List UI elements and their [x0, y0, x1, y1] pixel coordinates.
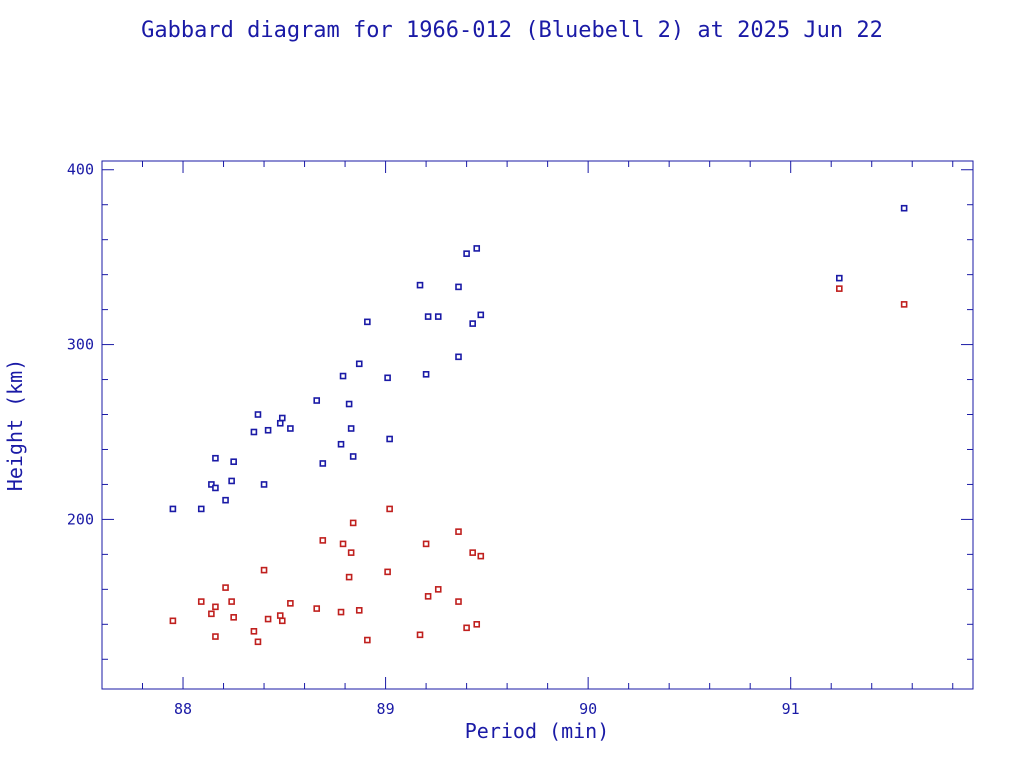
perigee-point	[349, 519, 357, 527]
perigee-point	[319, 537, 327, 544]
perigee-point	[355, 607, 363, 614]
apogee-point	[434, 313, 442, 320]
apogee-point	[212, 484, 219, 492]
perigee-point	[364, 636, 371, 644]
perigee-point	[230, 614, 237, 621]
perigee-point	[386, 505, 393, 513]
apogee-point	[254, 411, 262, 418]
apogee-point	[422, 370, 430, 378]
perigee-point	[416, 631, 424, 639]
perigee-point	[254, 638, 262, 646]
apogee-point	[349, 453, 357, 460]
apogee-point	[345, 400, 353, 408]
apogee-point	[337, 440, 345, 448]
perigee-point	[384, 568, 391, 576]
apogee-point	[212, 454, 219, 462]
perigee-point	[197, 598, 205, 605]
apogee-point	[260, 481, 268, 488]
x-tick-label: 90	[579, 700, 597, 718]
y-axis-label: Height (km)	[3, 359, 27, 491]
perigee-point	[208, 610, 215, 618]
apogee-point	[339, 372, 347, 380]
perigee-point	[345, 573, 353, 581]
perigee-point	[900, 301, 908, 308]
y-tick-label: 200	[67, 510, 94, 528]
perigee-point	[836, 285, 843, 292]
apogee-point	[278, 414, 286, 422]
apogee-point	[469, 320, 476, 327]
perigee-point	[473, 621, 481, 628]
perigee-point	[313, 605, 321, 612]
apogee-point	[900, 204, 908, 212]
perigee-point	[222, 584, 229, 591]
apogee-point	[473, 245, 481, 252]
apogee-point	[276, 419, 284, 427]
tick-labels: 88 89 90 91 200 300 400	[67, 161, 800, 718]
apogee-point	[384, 374, 391, 382]
perigee-point	[250, 628, 258, 635]
y-tick-label: 400	[67, 161, 94, 179]
apogee-point	[416, 281, 424, 289]
x-axis-label: Period (min)	[465, 719, 610, 743]
apogee-point	[463, 250, 470, 257]
apogee-point	[364, 318, 371, 326]
perigee-series	[169, 285, 908, 646]
apogee-point	[287, 425, 294, 432]
apogee-point	[264, 426, 272, 434]
x-tick-label: 91	[782, 700, 800, 718]
apogee-point	[230, 458, 237, 466]
perigee-point	[455, 598, 462, 605]
perigee-point	[469, 549, 476, 556]
apogee-point	[222, 496, 229, 504]
apogee-point	[836, 274, 843, 282]
perigee-point	[337, 608, 345, 616]
apogee-point	[208, 481, 215, 488]
apogee-point	[250, 428, 258, 436]
perigee-point	[463, 624, 470, 632]
chart-title: Gabbard diagram for 1966-012 (Bluebell 2…	[141, 18, 883, 43]
perigee-point	[424, 593, 432, 600]
apogee-point	[313, 397, 321, 404]
apogee-point	[455, 283, 462, 291]
data-points	[169, 204, 908, 646]
apogee-point	[424, 313, 432, 320]
apogee-point	[477, 311, 485, 319]
apogee-series	[169, 204, 908, 513]
plot-frame	[101, 160, 974, 690]
apogee-point	[347, 425, 355, 432]
apogee-point	[455, 353, 462, 361]
apogee-point	[386, 435, 393, 443]
perigee-point	[264, 615, 272, 623]
y-tick-label: 300	[67, 336, 94, 354]
perigee-point	[477, 552, 485, 560]
perigee-point	[228, 598, 235, 605]
apogee-point	[319, 460, 327, 467]
apogee-point	[355, 360, 363, 368]
perigee-point	[339, 540, 347, 548]
apogee-point	[197, 505, 205, 513]
perigee-point	[278, 617, 286, 625]
axis-ticks	[101, 161, 973, 689]
apogee-point	[169, 505, 177, 513]
perigee-point	[455, 528, 462, 535]
perigee-point	[347, 549, 355, 556]
x-tick-label: 88	[174, 700, 192, 718]
perigee-point	[422, 540, 430, 548]
perigee-point	[260, 566, 268, 574]
perigee-point	[169, 617, 177, 625]
perigee-point	[212, 633, 219, 640]
perigee-point	[212, 603, 219, 611]
perigee-point	[434, 586, 442, 593]
perigee-point	[287, 600, 294, 607]
perigee-point	[276, 612, 284, 619]
apogee-point	[228, 477, 235, 485]
x-tick-label: 89	[377, 700, 395, 718]
